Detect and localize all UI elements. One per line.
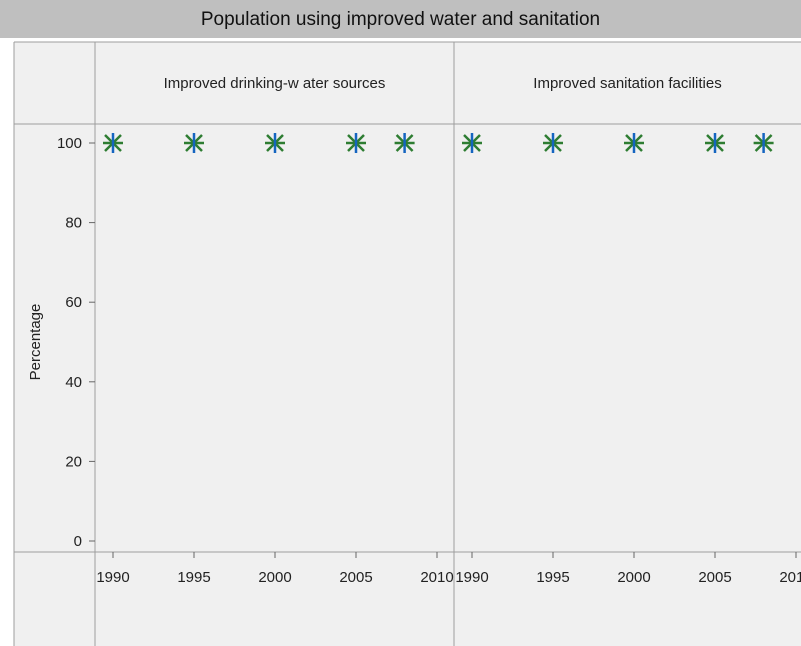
y-tick-label: 80 xyxy=(65,215,82,232)
x-tick-label: 2000 xyxy=(258,569,291,586)
y-tick-label: 20 xyxy=(65,453,82,470)
data-point xyxy=(394,133,415,153)
panel-title: Improved drinking-w ater sources xyxy=(164,75,386,92)
data-point xyxy=(184,133,204,153)
data-point xyxy=(265,133,285,153)
x-tick-label: 1990 xyxy=(455,569,488,586)
chart-background xyxy=(14,42,801,646)
data-point xyxy=(624,133,644,153)
y-tick-label: 60 xyxy=(65,294,82,311)
x-tick-label: 2005 xyxy=(698,569,731,586)
x-tick-label: 1990 xyxy=(96,569,129,586)
x-tick-label: 2010 xyxy=(420,569,453,586)
x-tick-label: 2000 xyxy=(617,569,650,586)
chart-title: Population using improved water and sani… xyxy=(200,9,601,30)
y-tick-label: 100 xyxy=(57,135,82,152)
panel-title: Improved sanitation facilities xyxy=(533,75,721,92)
data-point xyxy=(346,133,366,153)
y-tick-label: 0 xyxy=(74,533,82,550)
y-tick-label: 40 xyxy=(65,374,82,391)
x-tick-label: 1995 xyxy=(177,569,210,586)
data-point xyxy=(753,133,774,153)
data-point xyxy=(543,133,563,153)
x-tick-label: 2010 xyxy=(779,569,801,586)
x-tick-label: 1995 xyxy=(536,569,569,586)
data-point xyxy=(705,133,725,153)
data-point xyxy=(462,133,482,153)
chart-title-bar: Population using improved water and sani… xyxy=(0,0,801,38)
x-tick-label: 2005 xyxy=(339,569,372,586)
y-axis-label: Percentage xyxy=(27,304,44,381)
data-point xyxy=(103,133,123,153)
